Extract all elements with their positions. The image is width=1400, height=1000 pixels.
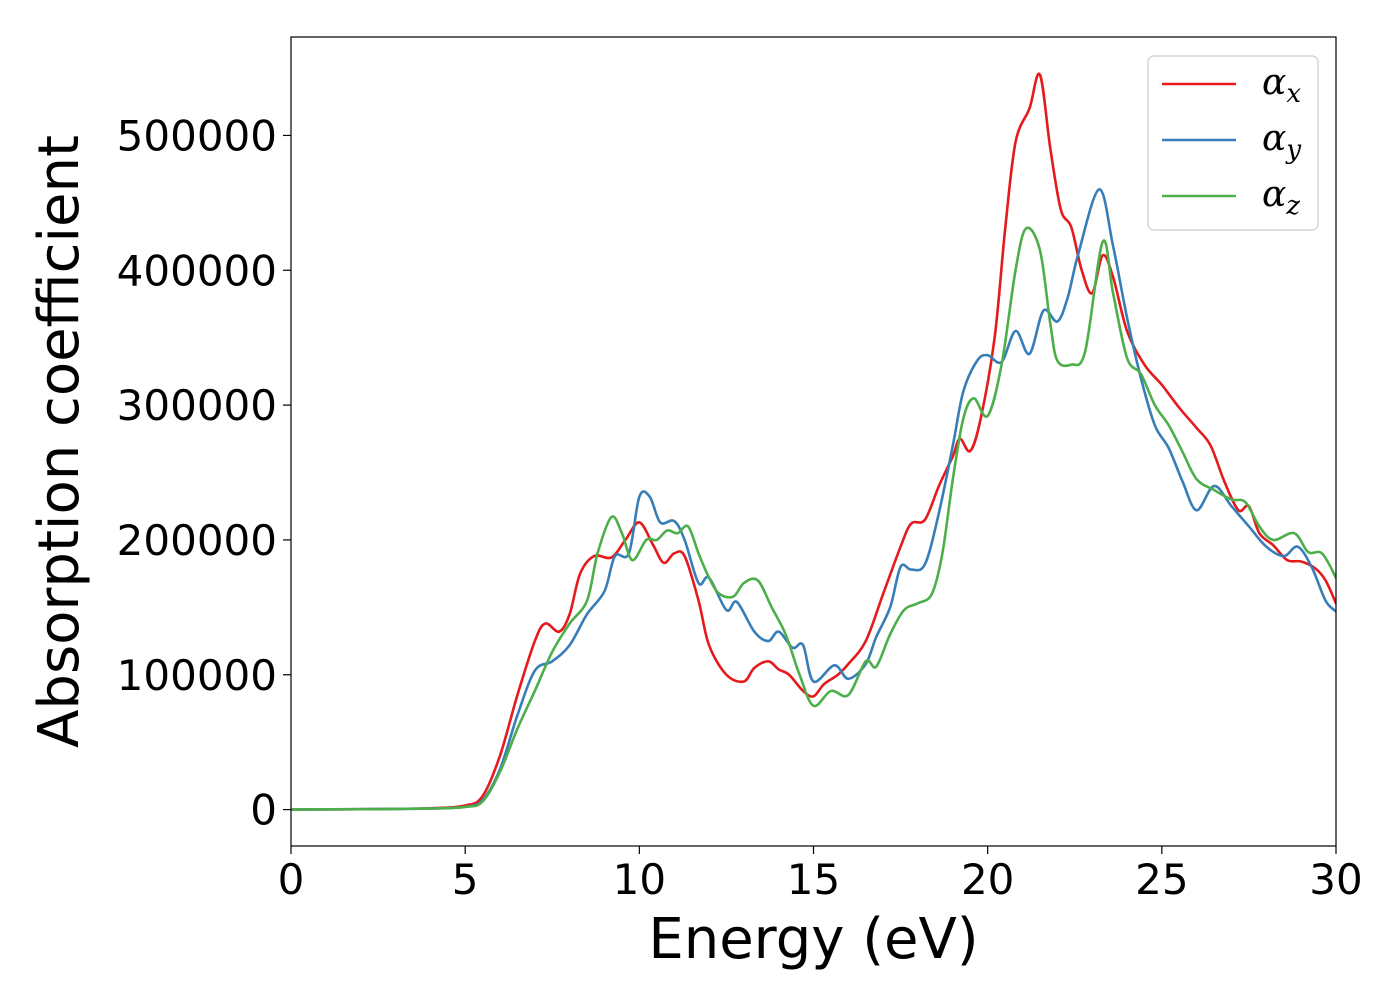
legend-box [1147, 55, 1319, 231]
x-tick-label: 0 [278, 855, 305, 904]
series-lines [291, 72, 1336, 811]
y-axis-label: Absorption coefficient [27, 135, 92, 748]
series-line-x [291, 72, 1336, 811]
y-tick-label: 0 [250, 786, 277, 835]
y-tick-label: 300000 [117, 381, 277, 430]
y-tick-label: 200000 [117, 516, 277, 565]
series-line-y [291, 188, 1336, 811]
x-tick-label: 15 [787, 855, 840, 904]
axes-layer: 0 5 10 15 20 25 30 0 100000 200000 300000 400000 500… [27, 36, 1363, 972]
legend-label-z: αz [1262, 174, 1300, 221]
x-axis-label: Energy (eV) [648, 907, 978, 972]
x-tick-label: 25 [1135, 855, 1188, 904]
plot-layer [291, 72, 1336, 811]
series-line-z [291, 226, 1336, 811]
x-tick-label: 5 [452, 855, 479, 904]
y-tick-label: 500000 [117, 111, 277, 160]
legend: αx αy αz [1147, 55, 1319, 231]
x-tick-label: 30 [1309, 855, 1362, 904]
x-tick-label: 10 [613, 855, 666, 904]
y-tick-label: 400000 [117, 246, 277, 295]
x-tick-label: 20 [961, 855, 1014, 904]
y-tick-label: 100000 [117, 651, 277, 700]
legend-label-x: αx [1262, 62, 1301, 109]
legend-label-y: αy [1262, 118, 1301, 165]
